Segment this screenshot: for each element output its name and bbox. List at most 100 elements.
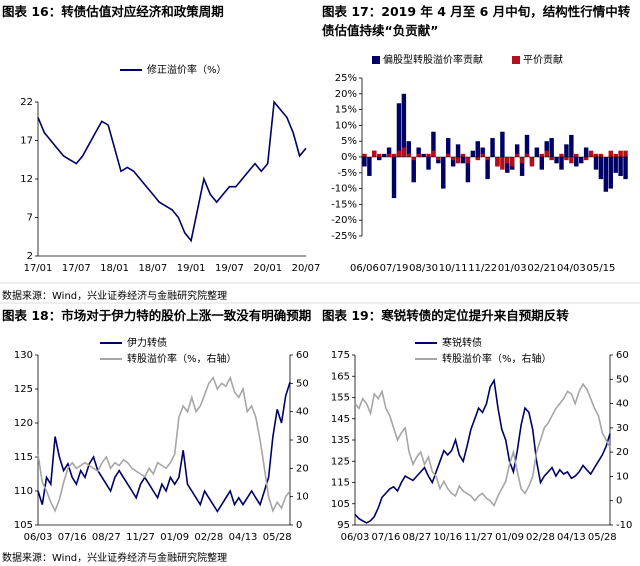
y-tick-label: 5% bbox=[341, 136, 357, 147]
bar bbox=[460, 153, 466, 157]
y2-tick-label: 20 bbox=[296, 463, 309, 474]
y-tick-label: -10% bbox=[331, 184, 357, 195]
bar bbox=[574, 153, 579, 157]
bar bbox=[480, 153, 485, 157]
bar bbox=[554, 157, 559, 164]
bar bbox=[490, 138, 495, 157]
bar bbox=[559, 153, 564, 157]
bar bbox=[524, 134, 530, 157]
x-tick-label: 02/21 bbox=[527, 263, 556, 274]
y-tick-label: 135 bbox=[331, 435, 350, 446]
y-tick-label: 95 bbox=[337, 520, 350, 531]
y2-tick-label: 40 bbox=[616, 399, 629, 410]
y2-tick-label: 30 bbox=[616, 423, 629, 434]
bar bbox=[460, 157, 466, 164]
bar bbox=[416, 147, 421, 157]
y-tick-label: 175 bbox=[331, 350, 350, 361]
bar bbox=[578, 157, 584, 164]
bar bbox=[559, 157, 564, 170]
bar bbox=[544, 150, 549, 157]
x-tick-label: 20/07 bbox=[292, 263, 321, 274]
x-tick-label: 05/28 bbox=[588, 532, 617, 543]
bar bbox=[362, 153, 367, 157]
y-tick-label: -20% bbox=[331, 215, 357, 226]
y-tick-label: 130 bbox=[14, 350, 33, 361]
y-tick-label: 165 bbox=[331, 371, 350, 382]
bar bbox=[505, 157, 510, 164]
y2-tick-label: 50 bbox=[616, 374, 629, 385]
bar bbox=[386, 153, 392, 157]
x-tick-label: 04/03 bbox=[557, 263, 586, 274]
bar bbox=[564, 157, 569, 161]
bar bbox=[583, 157, 589, 161]
x-tick-label: 11/27 bbox=[126, 532, 155, 543]
x-tick-label: 10/11 bbox=[439, 263, 468, 274]
x-tick-label: 10/16 bbox=[433, 532, 462, 543]
y-tick-label: 125 bbox=[331, 456, 350, 467]
bar bbox=[500, 131, 505, 157]
bar bbox=[426, 157, 431, 170]
y-tick-label: 2 bbox=[27, 251, 33, 262]
source-note: 数据来源：Wind，兴业证券经济与金融研究院整理 bbox=[2, 553, 228, 564]
bar bbox=[495, 157, 500, 167]
bar bbox=[603, 157, 609, 192]
x-tick-label: 19/07 bbox=[215, 263, 244, 274]
x-tick-label: 02/28 bbox=[526, 532, 555, 543]
x-tick-label: 11/22 bbox=[468, 263, 497, 274]
bar bbox=[529, 157, 535, 167]
bar bbox=[377, 157, 382, 161]
y-tick-label: 115 bbox=[331, 478, 350, 489]
line-series bbox=[37, 381, 291, 513]
x-tick-label: 17/01 bbox=[24, 263, 53, 274]
bar bbox=[396, 150, 402, 157]
bar bbox=[593, 157, 599, 170]
bar bbox=[391, 157, 397, 199]
y-tick-label: 115 bbox=[14, 452, 33, 463]
y2-tick-label: 50 bbox=[296, 378, 309, 389]
bar bbox=[514, 153, 520, 157]
bar bbox=[411, 157, 416, 183]
line-series bbox=[37, 375, 291, 513]
y-tick-label: 10% bbox=[335, 120, 357, 131]
bar bbox=[539, 157, 545, 170]
bar bbox=[505, 157, 510, 173]
bar bbox=[593, 153, 599, 157]
x-tick-label: 05/28 bbox=[263, 532, 292, 543]
bar bbox=[377, 153, 382, 157]
bar bbox=[618, 157, 623, 176]
line-series bbox=[354, 378, 611, 524]
bar bbox=[431, 131, 436, 157]
bar bbox=[411, 157, 416, 161]
y2-tick-label: 10 bbox=[616, 471, 629, 482]
y-tick-label: 15% bbox=[335, 105, 357, 116]
bar bbox=[475, 141, 480, 157]
y2-tick-label: 10 bbox=[296, 492, 309, 503]
legend-label: 修正溢价率（%） bbox=[147, 63, 227, 76]
bar bbox=[623, 150, 628, 157]
source-note: 数据来源：Wind，兴业证券经济与金融研究院整理 bbox=[2, 291, 228, 302]
x-tick-label: 01/09 bbox=[160, 532, 189, 543]
bar bbox=[583, 147, 589, 157]
bar bbox=[436, 157, 441, 161]
legend-label: 转股溢价率（%，右轴） bbox=[127, 352, 237, 365]
y-tick-label: 7 bbox=[27, 213, 33, 224]
bar bbox=[401, 93, 407, 157]
bar bbox=[426, 153, 431, 157]
bar bbox=[549, 157, 554, 161]
x-tick-label: 20/01 bbox=[253, 263, 282, 274]
x-tick-label: 07/16 bbox=[371, 532, 400, 543]
x-tick-label: 06/03 bbox=[341, 532, 370, 543]
bar bbox=[514, 144, 520, 157]
y2-tick-label: 40 bbox=[296, 407, 309, 418]
chart-title: 图表 19：寒锐转债的定位提升来自预期反转 bbox=[322, 308, 569, 323]
bar bbox=[441, 157, 446, 189]
bar bbox=[618, 150, 623, 157]
bar bbox=[569, 134, 574, 157]
y2-tick-label: 0 bbox=[616, 496, 622, 507]
y-tick-label: 20% bbox=[335, 89, 357, 100]
bar bbox=[445, 138, 451, 157]
bar bbox=[416, 153, 421, 157]
bar bbox=[455, 144, 461, 157]
bar bbox=[381, 153, 387, 157]
